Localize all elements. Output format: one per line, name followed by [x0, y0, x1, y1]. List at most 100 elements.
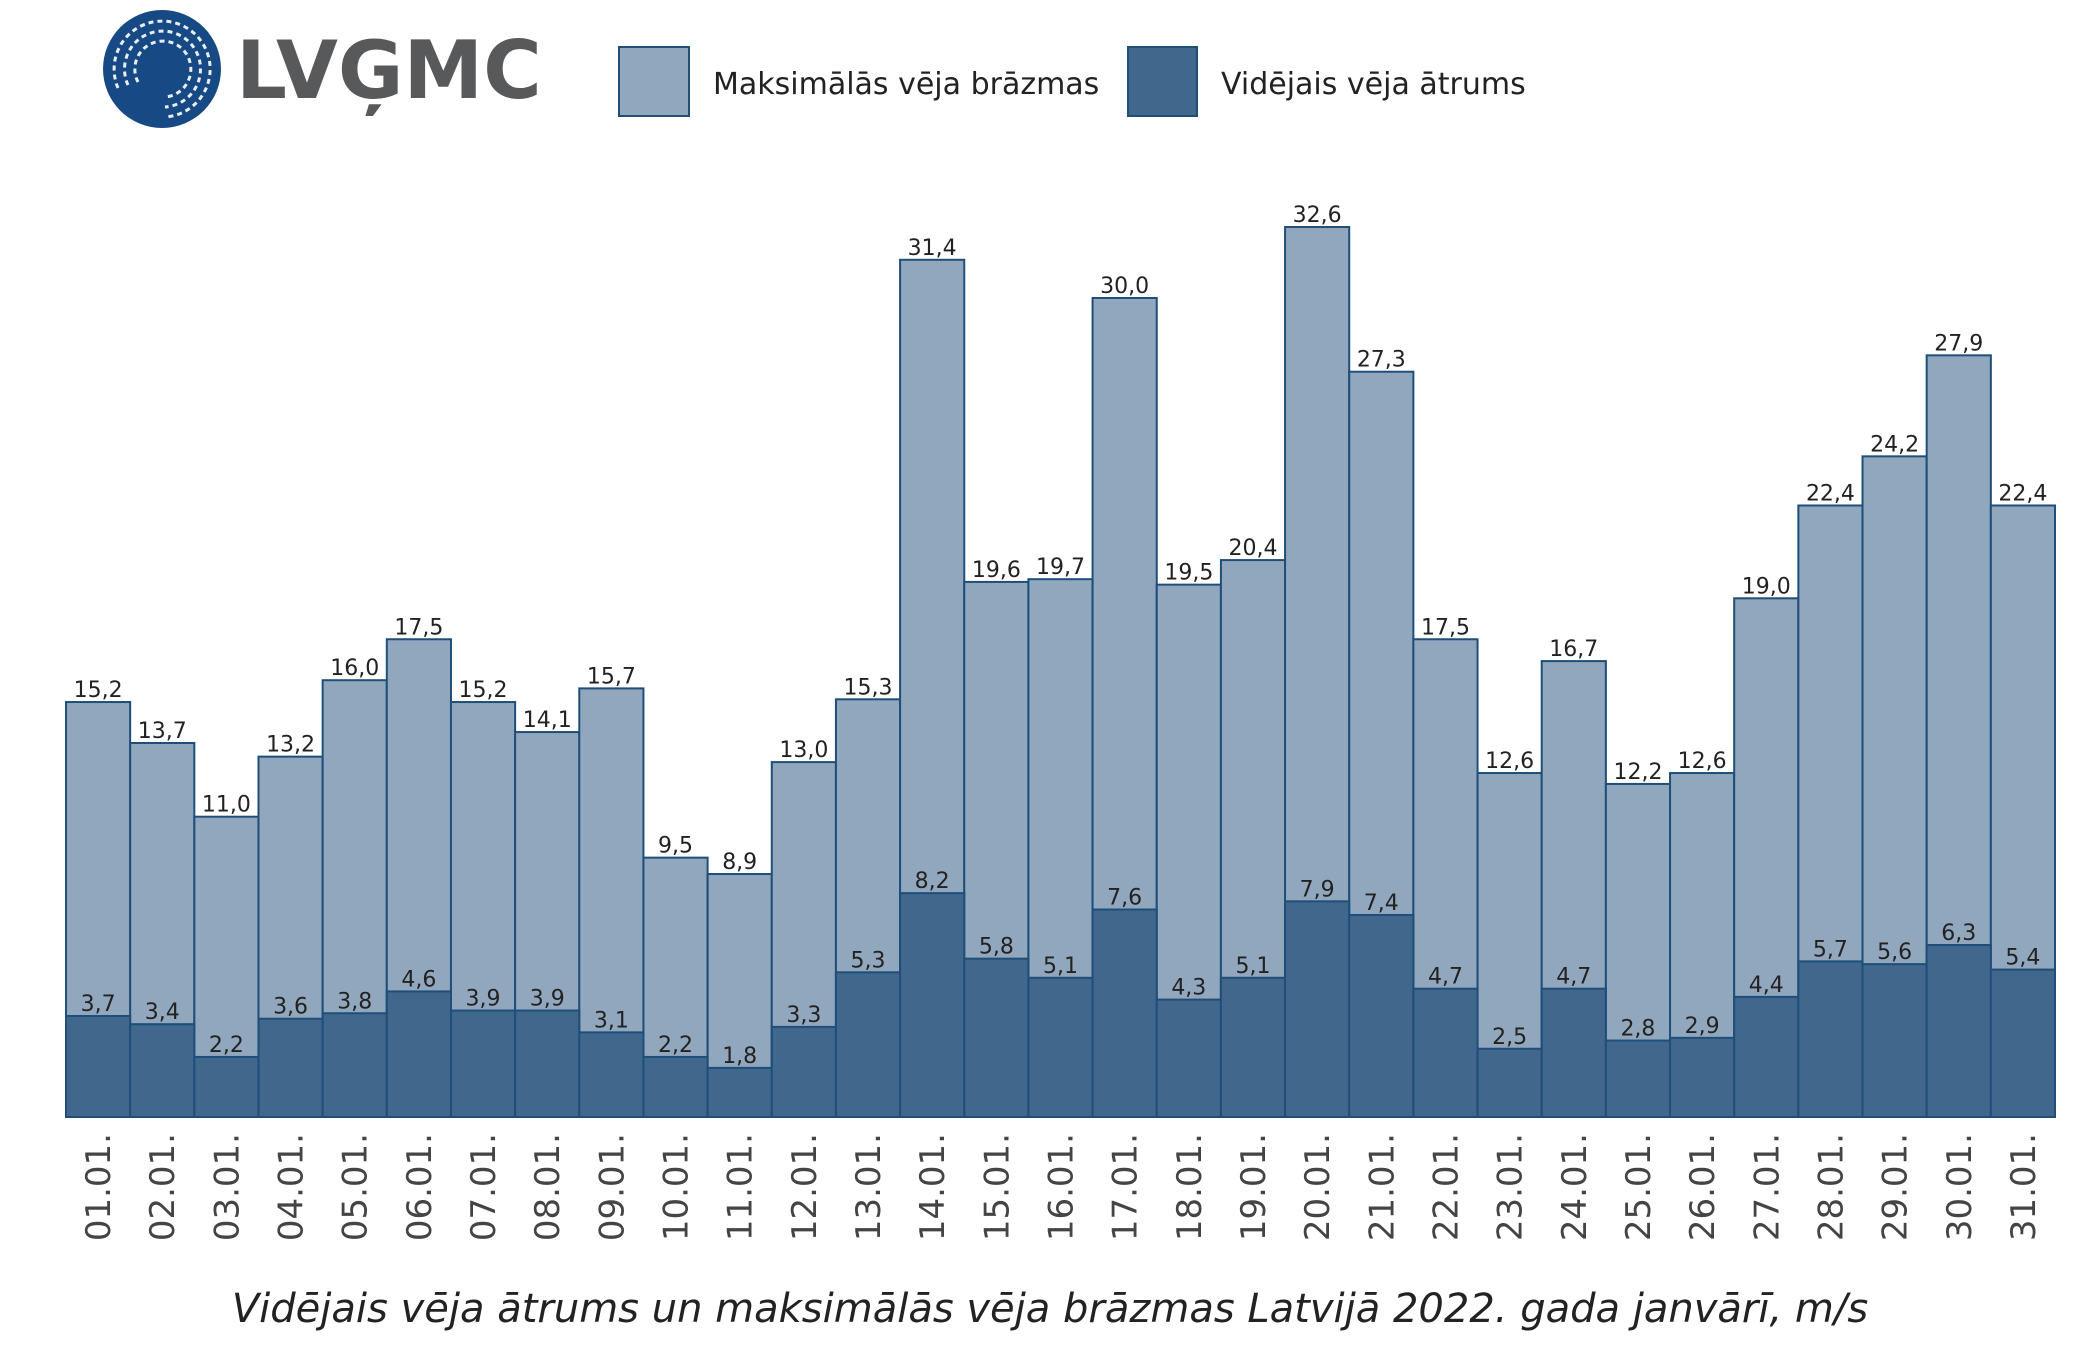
x-tick-label: 27.01.: [1747, 1133, 1787, 1241]
label-avg-speed-10.01.: 2,2: [658, 1033, 693, 1058]
label-max-gust-06.01.: 17,5: [394, 615, 443, 640]
label-max-gust-01.01.: 15,2: [74, 678, 123, 703]
label-avg-speed-15.01.: 5,8: [979, 935, 1014, 960]
label-max-gust-02.01.: 13,7: [138, 719, 187, 744]
bar-avg-speed-06.01.: [385, 990, 452, 1118]
x-tick-label: 19.01.: [1234, 1133, 1274, 1241]
bar-avg-speed-23.01.: [1476, 1047, 1543, 1118]
label-avg-speed-16.01.: 5,1: [1043, 954, 1078, 979]
bar-avg-speed-20.01.: [1284, 900, 1351, 1119]
label-max-gust-03.01.: 11,0: [202, 793, 251, 818]
label-avg-speed-05.01.: 3,8: [337, 989, 372, 1014]
x-tick-label: 08.01.: [528, 1133, 568, 1241]
chart-caption: Vidējais vēja ātrums un maksimālās vēja …: [232, 1286, 1868, 1332]
x-tick-label: 10.01.: [657, 1133, 697, 1241]
label-max-gust-30.01.: 27,9: [1934, 331, 1983, 356]
legend-swatch-avg: [1127, 46, 1198, 117]
bar-avg-speed-18.01.: [1155, 998, 1222, 1118]
x-tick-label: 22.01.: [1426, 1133, 1466, 1241]
label-max-gust-21.01.: 27,3: [1357, 348, 1406, 373]
x-tick-label: 31.01.: [2004, 1133, 2044, 1241]
x-tick-label: 25.01.: [1619, 1133, 1659, 1241]
label-avg-speed-19.01.: 5,1: [1235, 954, 1270, 979]
label-avg-speed-26.01.: 2,9: [1685, 1014, 1720, 1039]
label-max-gust-27.01.: 19,0: [1742, 574, 1791, 599]
label-avg-speed-18.01.: 4,3: [1171, 976, 1206, 1001]
x-tick-label: 06.01.: [400, 1133, 440, 1241]
bar-avg-speed-09.01.: [578, 1031, 645, 1118]
bar-avg-speed-05.01.: [321, 1012, 388, 1119]
x-tick-label: 23.01.: [1491, 1133, 1531, 1241]
label-max-gust-07.01.: 15,2: [459, 678, 508, 703]
label-max-gust-19.01.: 20,4: [1228, 536, 1277, 561]
label-max-gust-25.01.: 12,2: [1613, 760, 1662, 785]
label-avg-speed-11.01.: 1,8: [722, 1044, 757, 1069]
x-tick-label: 30.01.: [1940, 1133, 1980, 1241]
x-tick-label: 09.01.: [592, 1133, 632, 1241]
legend-item-avg-speed: Vidējais vēja ātrums: [1127, 46, 1526, 117]
x-tick-label: 16.01.: [1042, 1133, 1082, 1241]
bar-avg-speed-03.01.: [193, 1055, 260, 1118]
bar-avg-speed-27.01.: [1733, 995, 1800, 1119]
bar-avg-speed-02.01.: [129, 1023, 196, 1119]
label-max-gust-05.01.: 16,0: [330, 656, 379, 681]
x-tick-label: 03.01.: [207, 1133, 247, 1241]
x-tick-label: 28.01.: [1811, 1133, 1851, 1241]
bar-avg-speed-22.01.: [1412, 987, 1479, 1118]
x-tick-label: 04.01.: [272, 1133, 312, 1241]
legend-label-avg: Vidējais vēja ātrums: [1221, 67, 1526, 102]
label-avg-speed-06.01.: 4,6: [401, 967, 436, 992]
x-tick-label: 02.01.: [143, 1133, 183, 1241]
label-max-gust-18.01.: 19,5: [1164, 561, 1213, 586]
bar-avg-speed-21.01.: [1348, 913, 1415, 1118]
label-avg-speed-17.01.: 7,6: [1107, 886, 1142, 911]
label-max-gust-28.01.: 22,4: [1806, 481, 1855, 506]
label-avg-speed-07.01.: 3,9: [466, 987, 501, 1012]
x-tick-label: 07.01.: [464, 1133, 504, 1241]
label-max-gust-13.01.: 15,3: [844, 675, 893, 700]
bar-avg-speed-12.01.: [770, 1025, 837, 1119]
label-max-gust-20.01.: 32,6: [1293, 203, 1342, 228]
label-max-gust-29.01.: 24,2: [1870, 432, 1919, 457]
x-tick-label: 15.01.: [977, 1133, 1017, 1241]
label-avg-speed-20.01.: 7,9: [1300, 877, 1335, 902]
logo-waves-icon: [112, 19, 212, 119]
bar-avg-speed-01.01.: [65, 1014, 132, 1118]
x-tick-label: 13.01.: [849, 1133, 889, 1241]
legend: Maksimālās vēja brāzmas Vidējais vēja āt…: [618, 46, 1526, 117]
label-avg-speed-02.01.: 3,4: [145, 1000, 180, 1025]
label-avg-speed-28.01.: 5,7: [1813, 937, 1848, 962]
bar-avg-speed-14.01.: [899, 892, 966, 1119]
label-max-gust-09.01.: 15,7: [587, 664, 636, 689]
bar-avg-speed-11.01.: [706, 1066, 773, 1118]
x-tick-label: 05.01.: [336, 1133, 376, 1241]
label-avg-speed-04.01.: 3,6: [273, 995, 308, 1020]
label-max-gust-14.01.: 31,4: [908, 236, 957, 261]
label-avg-speed-03.01.: 2,2: [209, 1033, 244, 1058]
bar-avg-speed-10.01.: [642, 1055, 709, 1118]
label-avg-speed-14.01.: 8,2: [915, 869, 950, 894]
label-max-gust-15.01.: 19,6: [972, 558, 1021, 583]
label-avg-speed-29.01.: 5,6: [1877, 940, 1912, 965]
label-avg-speed-31.01.: 5,4: [2005, 946, 2040, 971]
bar-avg-speed-30.01.: [1925, 944, 1992, 1119]
bar-avg-speed-31.01.: [1989, 968, 2057, 1119]
x-tick-label: 29.01.: [1876, 1133, 1916, 1241]
bar-avg-speed-04.01.: [257, 1017, 324, 1118]
label-avg-speed-30.01.: 6,3: [1941, 921, 1976, 946]
logo: LVĢMC: [103, 10, 542, 128]
bar-avg-speed-17.01.: [1091, 908, 1158, 1119]
x-tick-label: 14.01.: [913, 1133, 953, 1241]
x-axis-labels: 01.01. 02.01. 03.01. 04.01. 05.01. 06.01. 07.0…: [79, 1133, 2044, 1241]
label-avg-speed-27.01.: 4,4: [1749, 973, 1784, 998]
bar-avg-speed-28.01.: [1797, 960, 1864, 1119]
label-avg-speed-12.01.: 3,3: [786, 1003, 821, 1028]
label-max-gust-31.01.: 22,4: [1998, 481, 2047, 506]
label-max-gust-26.01.: 12,6: [1678, 749, 1727, 774]
label-avg-speed-23.01.: 2,5: [1492, 1025, 1527, 1050]
x-tick-label: 11.01.: [721, 1133, 761, 1241]
bar-avg-speed-25.01.: [1604, 1039, 1672, 1119]
label-avg-speed-24.01.: 4,7: [1556, 965, 1591, 990]
label-avg-speed-21.01.: 7,4: [1364, 891, 1399, 916]
label-avg-speed-08.01.: 3,9: [530, 987, 565, 1012]
